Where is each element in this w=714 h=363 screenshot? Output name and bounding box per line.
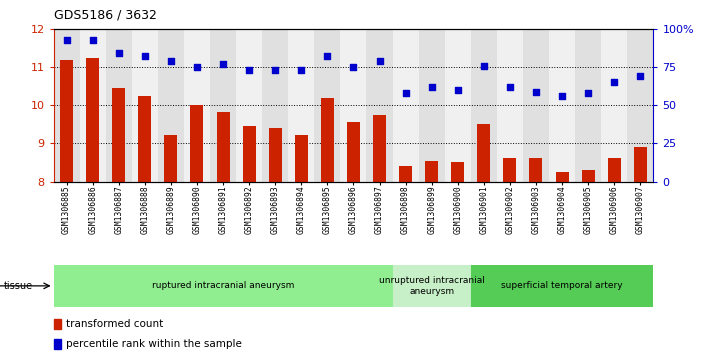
Bar [347,122,360,182]
Bar [262,29,288,182]
Text: tissue: tissue [4,281,33,291]
Text: percentile rank within the sample: percentile rank within the sample [66,339,242,349]
Bar [425,160,438,182]
Bar [80,29,106,182]
Point [556,93,568,99]
Bar [164,135,177,182]
Bar [575,29,601,182]
Text: GDS5186 / 3632: GDS5186 / 3632 [54,9,156,22]
Point [139,54,151,60]
Bar [608,158,620,182]
Point [296,67,307,73]
Bar [366,29,393,182]
Bar [399,166,412,182]
Bar [106,29,132,182]
Point [374,58,386,64]
Bar [451,163,464,182]
Point [452,87,463,93]
Bar [288,29,314,182]
Bar [210,29,236,182]
Text: transformed count: transformed count [66,319,164,329]
Bar [373,115,386,182]
Bar [268,128,282,182]
Bar [477,124,491,182]
Bar [634,147,647,182]
Bar [530,158,543,182]
Bar [295,135,308,182]
Bar [243,126,256,182]
Text: unruptured intracranial
aneurysm: unruptured intracranial aneurysm [378,276,485,295]
Bar [321,98,334,182]
Text: superficial temporal artery: superficial temporal artery [501,281,623,290]
Point [269,67,281,73]
Bar [54,339,61,349]
Bar [549,29,575,182]
Point [635,73,646,79]
Bar [445,29,471,182]
Bar [54,29,80,182]
Bar [503,158,516,182]
Point [61,37,72,42]
Bar [393,265,471,307]
Point [400,90,411,96]
Bar [86,58,99,182]
Point [531,89,542,94]
Point [478,63,490,69]
Bar [497,29,523,182]
Bar [471,265,653,307]
Bar [341,29,366,182]
Bar [54,319,61,329]
Point [348,64,359,70]
Point [87,37,99,42]
Bar [139,96,151,182]
Point [504,84,516,90]
Bar [60,60,73,182]
Text: ruptured intracranial aneurysm: ruptured intracranial aneurysm [152,281,294,290]
Bar [54,265,393,307]
Bar [158,29,184,182]
Bar [393,29,418,182]
Point [321,54,333,60]
Bar [216,112,230,182]
Bar [555,172,568,182]
Point [243,67,255,73]
Bar [191,105,203,182]
Bar [582,170,595,182]
Bar [627,29,653,182]
Bar [314,29,341,182]
Bar [184,29,210,182]
Point [583,90,594,96]
Point [426,84,438,90]
Bar [601,29,627,182]
Point [217,61,228,67]
Point [191,64,203,70]
Bar [418,29,445,182]
Bar [471,29,497,182]
Point [165,58,176,64]
Point [608,79,620,85]
Point [113,50,124,56]
Bar [132,29,158,182]
Bar [112,88,125,182]
Bar [523,29,549,182]
Bar [236,29,262,182]
